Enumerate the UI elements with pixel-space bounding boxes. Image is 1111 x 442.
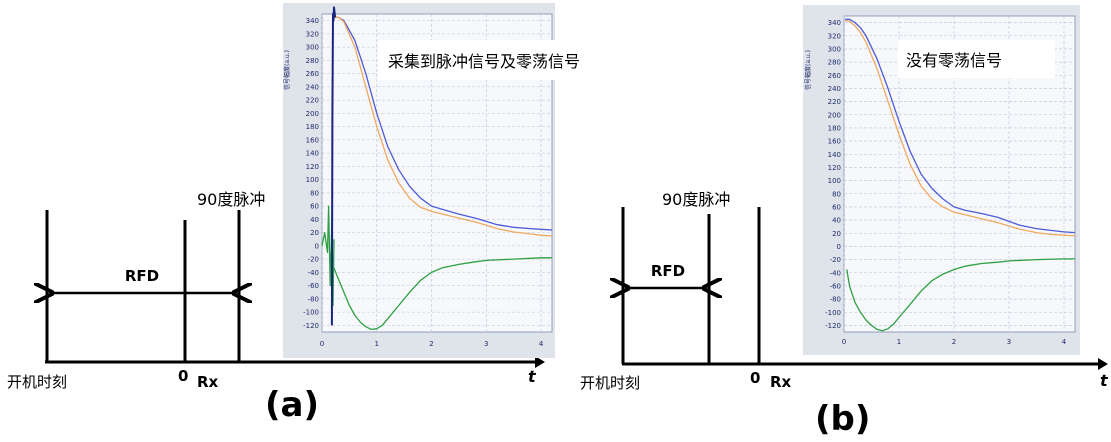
y-tick-label: 160 — [828, 138, 841, 146]
t-label-a: t — [528, 367, 537, 386]
x-tick-label: 0 — [320, 340, 324, 348]
y-tick-label: 140 — [306, 150, 319, 158]
x-tick-label: 4 — [1062, 338, 1067, 346]
zero-label-a: 0 — [178, 367, 188, 385]
y-tick-label: 120 — [306, 163, 319, 171]
y-tick-label: -40 — [830, 269, 841, 277]
pulse-label-a: 90度脉冲 — [197, 190, 265, 209]
pulse-label-b: 90度脉冲 — [662, 190, 730, 209]
caption-a: (a) — [265, 385, 319, 425]
plot-b: 3403203002802602402202001801601401201008… — [803, 5, 1080, 355]
series-line-navy — [330, 6, 337, 326]
series-line-blue — [845, 18, 1076, 234]
series-line-green — [846, 258, 1075, 332]
y-tick-label: -80 — [830, 296, 841, 304]
y-tick-label: 60 — [310, 203, 319, 211]
start-label-b: 开机时刻 — [580, 374, 640, 392]
y-tick-label: 20 — [310, 229, 319, 237]
y-tick-label: -120 — [303, 322, 319, 330]
y-tick-label: 340 — [828, 19, 841, 27]
y-tick-label: 320 — [306, 30, 319, 38]
y-axis-label: 信号幅度(a.u.) — [804, 50, 812, 90]
x-tick-label: 1 — [897, 338, 901, 346]
y-tick-label: 280 — [306, 57, 319, 65]
y-tick-label: 100 — [306, 176, 319, 184]
y-tick-label: -60 — [830, 282, 841, 290]
start-label-a: 开机时刻 — [7, 373, 67, 391]
series-line-blue — [334, 16, 553, 231]
y-tick-label: 300 — [306, 44, 319, 52]
y-tick-label: 180 — [828, 124, 841, 132]
x-tick-label: 3 — [1007, 338, 1011, 346]
y-tick-label: -40 — [308, 269, 319, 277]
y-tick-label: 60 — [832, 203, 841, 211]
y-tick-label: 260 — [828, 72, 841, 80]
y-tick-label: 340 — [306, 17, 319, 25]
y-tick-label: 180 — [306, 123, 319, 131]
plot-a-annotation: 采集到脉冲信号及零荡信号 — [388, 52, 580, 71]
panel-a: RFD 90度脉冲 开机时刻 0 Rx t (a) 34032030028026… — [7, 3, 646, 425]
series-line-orange — [844, 19, 1076, 237]
time-axis-arrowhead-b — [1098, 358, 1108, 370]
zero-label-b: 0 — [750, 369, 760, 387]
y-tick-label: 300 — [828, 45, 841, 53]
plot-b-annotation-box — [898, 40, 1055, 78]
y-tick-label: 160 — [306, 136, 319, 144]
y-tick-label: 140 — [828, 151, 841, 159]
y-tick-label: 220 — [828, 98, 841, 106]
rfd-label-a: RFD — [125, 267, 159, 285]
y-tick-label: 320 — [828, 32, 841, 40]
y-tick-label: 40 — [310, 216, 319, 224]
y-tick-label: 80 — [310, 189, 319, 197]
series-line-green — [329, 252, 552, 331]
y-tick-label: 280 — [828, 59, 841, 67]
y-tick-label: 240 — [306, 83, 319, 91]
y-tick-label: 0 — [315, 242, 319, 250]
y-tick-label: -20 — [830, 256, 841, 264]
y-tick-label: 260 — [306, 70, 319, 78]
plot-a-annotation-box — [378, 40, 646, 80]
rfd-label-b: RFD — [651, 262, 685, 280]
y-tick-label: 220 — [306, 97, 319, 105]
plot-b-annotation: 没有零荡信号 — [906, 51, 1002, 70]
x-tick-label: 3 — [484, 340, 488, 348]
y-tick-label: 20 — [832, 230, 841, 238]
y-tick-label: 40 — [832, 217, 841, 225]
y-tick-label: 120 — [828, 164, 841, 172]
y-tick-label: 200 — [306, 110, 319, 118]
y-tick-label: -100 — [825, 309, 841, 317]
y-tick-label: 240 — [828, 85, 841, 93]
y-tick-label: 200 — [828, 111, 841, 119]
t-label-b: t — [1100, 371, 1109, 390]
y-tick-label: -60 — [308, 282, 319, 290]
rx-label-a: Rx — [197, 373, 219, 391]
rx-label-b: Rx — [770, 373, 792, 391]
series-line-orange — [334, 16, 553, 237]
time-axis-arrowhead-a — [535, 356, 545, 368]
y-tick-label: -20 — [308, 256, 319, 264]
panel-b: RFD 90度脉冲 开机时刻 0 Rx t (b) 34032030028026… — [580, 5, 1109, 439]
y-tick-label: -80 — [308, 295, 319, 303]
y-tick-label: 80 — [832, 190, 841, 198]
y-tick-label: 0 — [837, 243, 841, 251]
caption-b: (b) — [815, 399, 870, 439]
x-tick-label: 2 — [952, 338, 956, 346]
x-tick-label: 1 — [375, 340, 379, 348]
x-tick-label: 0 — [842, 338, 846, 346]
y-tick-label: -100 — [303, 309, 319, 317]
x-tick-label: 2 — [429, 340, 433, 348]
y-tick-label: -120 — [825, 322, 841, 330]
y-axis-label: 信号幅度(a.u.) — [283, 50, 291, 90]
x-tick-label: 4 — [539, 340, 544, 348]
plot-a: 3403203002802602402202001801601401201008… — [283, 3, 646, 358]
y-tick-label: 100 — [828, 177, 841, 185]
